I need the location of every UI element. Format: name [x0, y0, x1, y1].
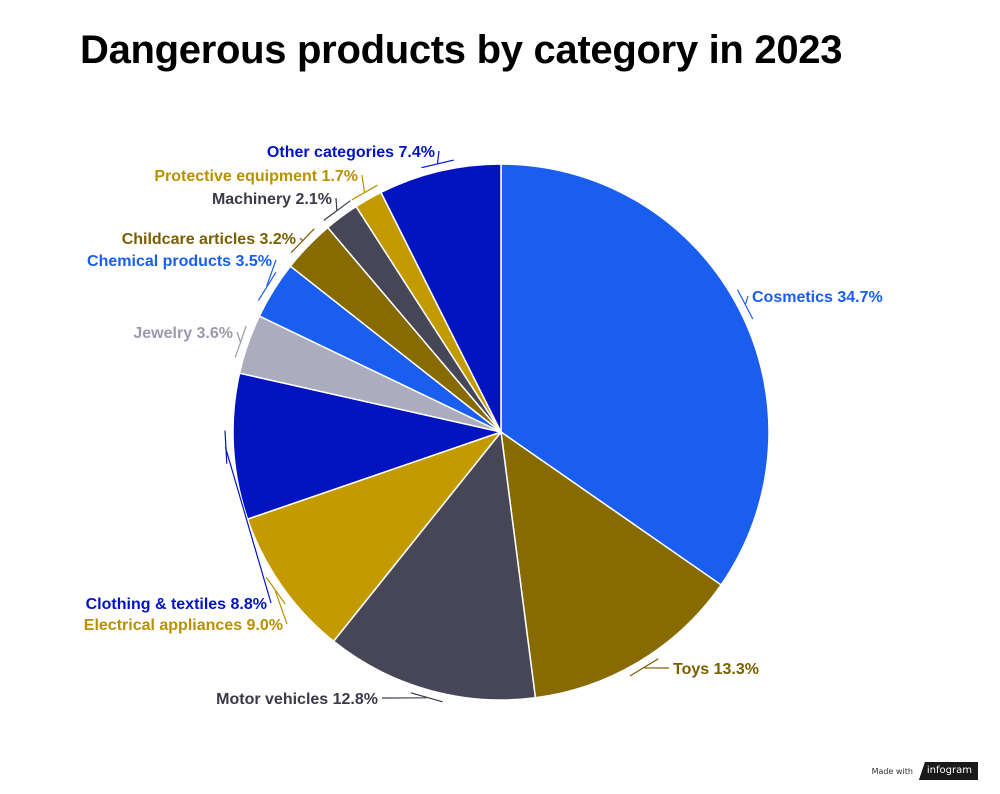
- chart-title: Dangerous products by category in 2023: [80, 28, 843, 72]
- slice-label-cosmetics: Cosmetics 34.7%: [752, 289, 883, 306]
- pie-slice-toys[interactable]: [500, 431, 722, 699]
- pie-slices: [232, 163, 770, 701]
- leader-line-childcare-articles: [290, 228, 315, 254]
- pie-slice-clothing-and-textiles[interactable]: [232, 372, 502, 520]
- leader-line-electrical-appliances: [265, 576, 288, 625]
- slice-label-childcare-articles: Childcare articles 3.2%: [122, 231, 296, 248]
- leader-line-machinery: [323, 197, 351, 221]
- pie-slice-cosmetics[interactable]: [500, 163, 770, 586]
- slice-label-clothing-and-textiles: Clothing & textiles 8.8%: [86, 596, 267, 613]
- slice-label-machinery: Machinery 2.1%: [212, 191, 332, 208]
- leader-lines: [224, 150, 754, 703]
- slice-label-motor-vehicles: Motor vehicles 12.8%: [216, 691, 378, 708]
- slice-label-toys: Toys 13.3%: [673, 661, 759, 678]
- infogram-logo[interactable]: infogram: [918, 762, 978, 780]
- slice-labels: Cosmetics 34.7% Toys 13.3% Motor vehicles …: [84, 144, 883, 708]
- pie-slice-electrical-appliances[interactable]: [246, 431, 502, 643]
- leader-line-other-categories: [421, 150, 454, 169]
- leader-line-chemical-products: [257, 259, 277, 301]
- leader-line-motor-vehicles: [381, 692, 443, 703]
- pie-slice-motor-vehicles[interactable]: [332, 431, 537, 701]
- made-with-text: Made with: [871, 766, 913, 776]
- slice-label-other-categories: Other categories 7.4%: [267, 144, 435, 161]
- slice-label-electrical-appliances: Electrical appliances 9.0%: [84, 617, 283, 634]
- leader-line-clothing-and-textiles: [224, 430, 272, 604]
- leader-line-protective-equipment: [351, 174, 378, 201]
- slice-label-chemical-products: Chemical products 3.5%: [87, 253, 272, 270]
- footer: Made with infogram: [872, 762, 978, 780]
- slice-label-jewelry: Jewelry 3.6%: [133, 325, 233, 342]
- leader-line-cosmetics: [736, 289, 754, 320]
- leader-line-jewelry: [234, 325, 247, 358]
- pie-slice-other-categories[interactable]: [380, 163, 502, 433]
- slice-label-protective-equipment: Protective equipment 1.7%: [154, 168, 358, 185]
- leader-line-toys: [629, 658, 670, 677]
